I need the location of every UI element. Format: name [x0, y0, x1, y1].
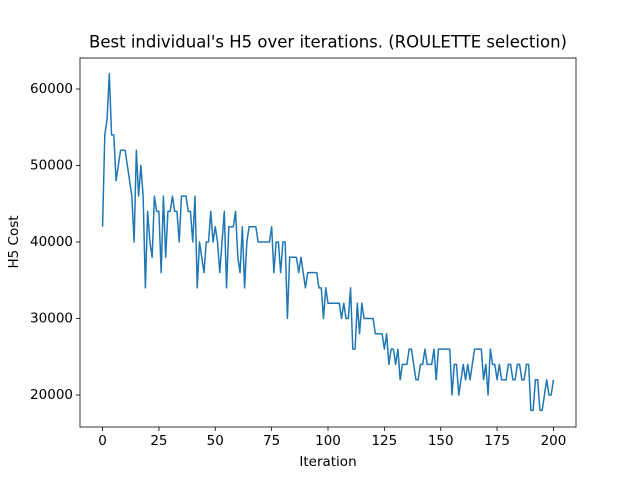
x-tick-label: 75: [263, 433, 280, 449]
y-tick-label: 50000: [30, 157, 73, 173]
x-tick-label: 150: [428, 433, 454, 449]
y-tick-label: 60000: [30, 81, 73, 97]
y-tick-label: 40000: [30, 234, 73, 250]
x-tick-label: 200: [541, 433, 567, 449]
y-tick-label: 30000: [30, 311, 73, 327]
chart-title: Best individual's H5 over iterations. (R…: [89, 33, 567, 52]
y-tick-label: 20000: [30, 387, 73, 403]
x-axis-label: Iteration: [299, 454, 356, 470]
plot-frame: [79, 57, 577, 428]
x-tick-label: 0: [98, 433, 107, 449]
x-tick-label: 25: [150, 433, 167, 449]
x-tick-label: 125: [371, 433, 397, 449]
y-axis-label: H5 Cost: [6, 215, 22, 268]
series-line: [101, 72, 555, 412]
x-tick-label: 175: [484, 433, 510, 449]
x-tick-label: 100: [315, 433, 341, 449]
x-tick-label: 50: [207, 433, 224, 449]
